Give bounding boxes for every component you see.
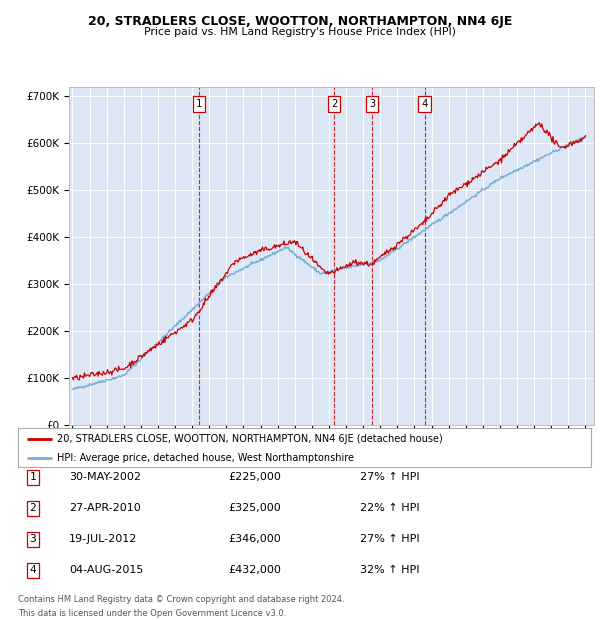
- Text: £225,000: £225,000: [228, 472, 281, 482]
- Text: £325,000: £325,000: [228, 503, 281, 513]
- Text: 1: 1: [29, 472, 37, 482]
- Text: 3: 3: [369, 99, 376, 108]
- Text: Price paid vs. HM Land Registry's House Price Index (HPI): Price paid vs. HM Land Registry's House …: [144, 27, 456, 37]
- Text: This data is licensed under the Open Government Licence v3.0.: This data is licensed under the Open Gov…: [18, 609, 286, 618]
- Text: 32% ↑ HPI: 32% ↑ HPI: [360, 565, 419, 575]
- Text: 27-APR-2010: 27-APR-2010: [69, 503, 141, 513]
- Text: Contains HM Land Registry data © Crown copyright and database right 2024.: Contains HM Land Registry data © Crown c…: [18, 595, 344, 604]
- Text: £346,000: £346,000: [228, 534, 281, 544]
- Text: 3: 3: [29, 534, 37, 544]
- Text: HPI: Average price, detached house, West Northamptonshire: HPI: Average price, detached house, West…: [57, 453, 354, 463]
- Text: £432,000: £432,000: [228, 565, 281, 575]
- Text: 19-JUL-2012: 19-JUL-2012: [69, 534, 137, 544]
- Text: 2: 2: [29, 503, 37, 513]
- Text: 30-MAY-2002: 30-MAY-2002: [69, 472, 141, 482]
- Text: 20, STRADLERS CLOSE, WOOTTON, NORTHAMPTON, NN4 6JE (detached house): 20, STRADLERS CLOSE, WOOTTON, NORTHAMPTO…: [57, 434, 443, 444]
- Text: 27% ↑ HPI: 27% ↑ HPI: [360, 534, 419, 544]
- Text: 22% ↑ HPI: 22% ↑ HPI: [360, 503, 419, 513]
- Text: 1: 1: [196, 99, 202, 108]
- Text: 27% ↑ HPI: 27% ↑ HPI: [360, 472, 419, 482]
- Text: 4: 4: [421, 99, 428, 108]
- Text: 4: 4: [29, 565, 37, 575]
- Text: 04-AUG-2015: 04-AUG-2015: [69, 565, 143, 575]
- Text: 20, STRADLERS CLOSE, WOOTTON, NORTHAMPTON, NN4 6JE: 20, STRADLERS CLOSE, WOOTTON, NORTHAMPTO…: [88, 16, 512, 29]
- Text: 2: 2: [331, 99, 338, 108]
